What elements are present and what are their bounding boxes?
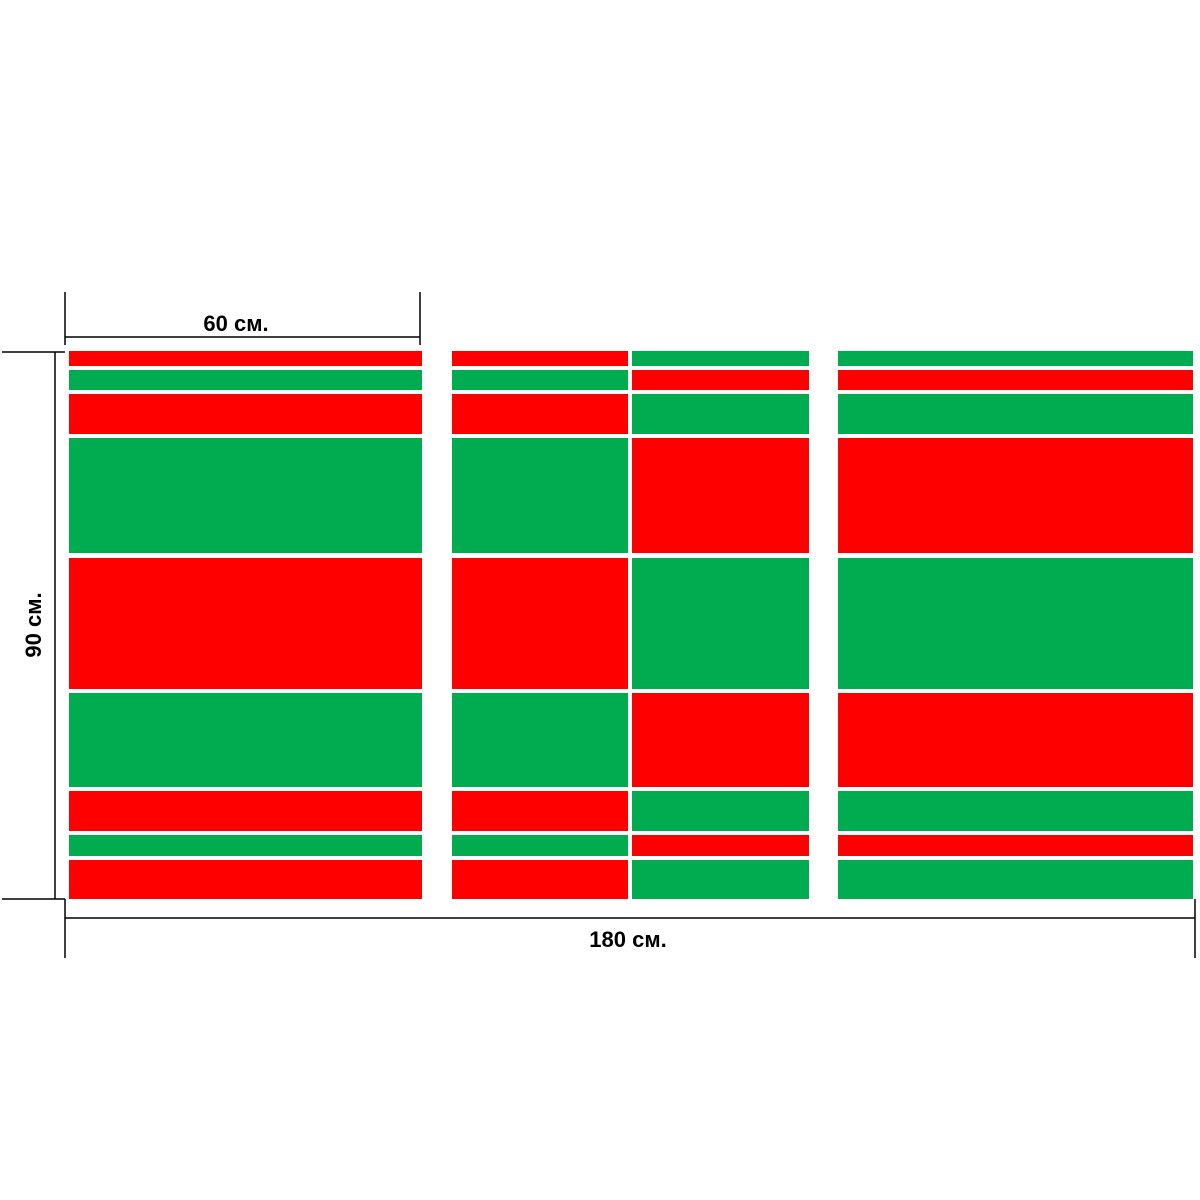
stripe (838, 351, 1193, 366)
stripe (452, 394, 628, 434)
stripe (838, 558, 1193, 689)
stripe (838, 791, 1193, 831)
stripe (452, 438, 628, 553)
stripe (69, 791, 422, 831)
stripe (69, 860, 422, 899)
stripe (452, 835, 628, 856)
stripe (632, 860, 809, 899)
stripe (838, 438, 1193, 553)
stripe (838, 860, 1193, 899)
stripe (69, 351, 422, 366)
dimension-lines (2, 292, 1196, 958)
width-part-label: 60 см. (203, 311, 268, 336)
stripe (632, 791, 809, 831)
stripe (69, 835, 422, 856)
stripe (69, 394, 422, 434)
stripe (452, 860, 628, 899)
stripe (838, 835, 1193, 856)
stripe (69, 558, 422, 689)
panels (69, 351, 1193, 899)
stripe (452, 791, 628, 831)
stripe (632, 370, 809, 390)
stripe (838, 693, 1193, 787)
stripe (632, 351, 809, 366)
stripe (632, 558, 809, 689)
stripe (69, 693, 422, 787)
stripe (632, 438, 809, 553)
height-label: 90 см. (21, 592, 46, 657)
stripe (632, 394, 809, 434)
stripe (452, 351, 628, 366)
stripe (632, 835, 809, 856)
width-total-label: 180 см. (589, 927, 666, 952)
stripe (452, 693, 628, 787)
stripe (452, 558, 628, 689)
stripe (838, 394, 1193, 434)
stripe (632, 693, 809, 787)
stripe (452, 370, 628, 390)
stripe (69, 438, 422, 553)
stripe (838, 370, 1193, 390)
stripe (69, 370, 422, 390)
